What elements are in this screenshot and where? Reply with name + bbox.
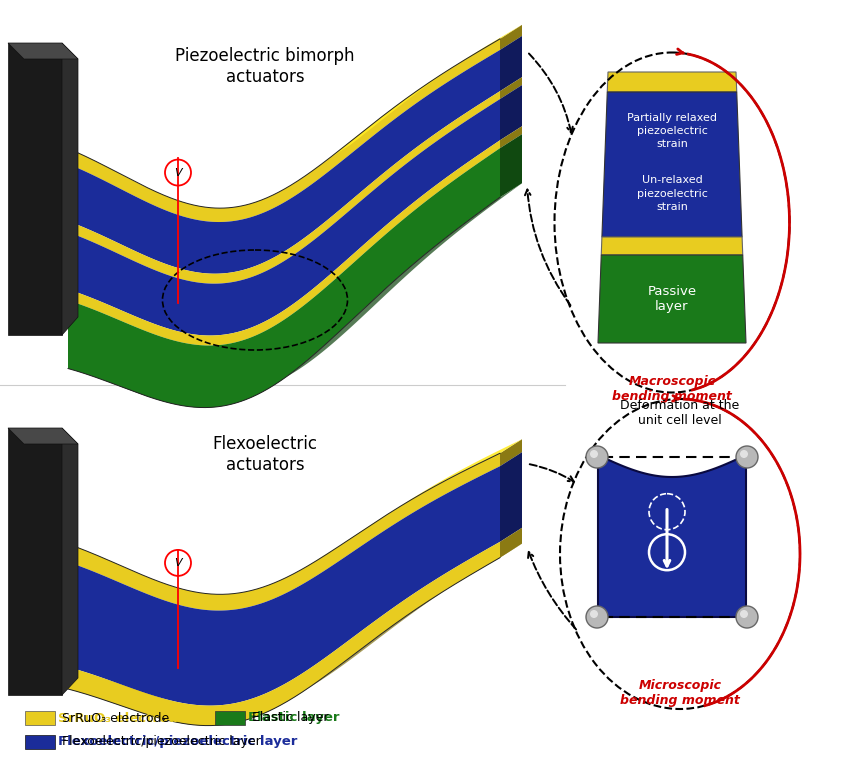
Polygon shape — [8, 43, 78, 59]
Polygon shape — [68, 50, 500, 274]
Polygon shape — [601, 237, 743, 255]
Text: V: V — [174, 168, 181, 177]
Circle shape — [740, 610, 748, 618]
Text: V: V — [174, 558, 181, 568]
Text: Passive
layer: Passive layer — [647, 285, 697, 313]
Circle shape — [740, 450, 748, 458]
Polygon shape — [62, 43, 78, 335]
Text: Un-relaxed
piezoelectric
strain: Un-relaxed piezoelectric strain — [637, 176, 707, 212]
Polygon shape — [8, 43, 62, 335]
Polygon shape — [68, 543, 522, 726]
Circle shape — [590, 450, 598, 458]
Bar — [25, 735, 55, 749]
Polygon shape — [500, 452, 522, 542]
Polygon shape — [68, 453, 500, 611]
Polygon shape — [68, 148, 500, 408]
Text: Flexoelectric/piezoelectric layer: Flexoelectric/piezoelectric layer — [62, 735, 261, 749]
Polygon shape — [68, 140, 500, 346]
Polygon shape — [8, 428, 78, 444]
Polygon shape — [500, 126, 522, 148]
Text: Elastic layer: Elastic layer — [248, 712, 340, 724]
Polygon shape — [8, 428, 62, 695]
Polygon shape — [500, 134, 522, 198]
Circle shape — [736, 606, 758, 628]
Text: Flexoelectric/piezoelectric layer: Flexoelectric/piezoelectric layer — [58, 735, 297, 749]
Circle shape — [736, 446, 758, 468]
Text: Macroscopic
bending moment: Macroscopic bending moment — [612, 375, 732, 403]
Bar — [215, 711, 245, 725]
Polygon shape — [607, 72, 737, 92]
Polygon shape — [68, 466, 500, 706]
Polygon shape — [602, 92, 742, 237]
Polygon shape — [62, 428, 78, 695]
Polygon shape — [306, 439, 522, 567]
Polygon shape — [500, 439, 522, 466]
Polygon shape — [500, 25, 522, 50]
Bar — [25, 711, 55, 725]
Polygon shape — [68, 39, 500, 222]
Polygon shape — [68, 542, 500, 726]
Polygon shape — [68, 99, 500, 336]
Polygon shape — [500, 36, 522, 91]
Polygon shape — [598, 455, 746, 617]
Circle shape — [590, 610, 598, 618]
Polygon shape — [68, 183, 522, 408]
Text: Elastic layer: Elastic layer — [252, 712, 329, 724]
Text: SrRuO₃ electrode: SrRuO₃ electrode — [62, 712, 169, 724]
Polygon shape — [500, 77, 522, 99]
Polygon shape — [500, 85, 522, 140]
Text: Piezoelectric bimorph
actuators: Piezoelectric bimorph actuators — [175, 47, 354, 85]
Text: Partially relaxed
piezoelectric
strain: Partially relaxed piezoelectric strain — [627, 113, 717, 149]
Text: SrRuO₃ electrode: SrRuO₃ electrode — [58, 712, 187, 724]
Polygon shape — [598, 255, 746, 343]
Circle shape — [586, 606, 608, 628]
Polygon shape — [68, 91, 500, 284]
Circle shape — [586, 446, 608, 468]
Text: Microscopic
bending moment: Microscopic bending moment — [620, 679, 740, 707]
Polygon shape — [500, 528, 522, 557]
Text: Deformation at the
unit cell level: Deformation at the unit cell level — [621, 399, 740, 427]
Text: Flexoelectric
actuators: Flexoelectric actuators — [212, 435, 318, 474]
Polygon shape — [328, 25, 522, 159]
